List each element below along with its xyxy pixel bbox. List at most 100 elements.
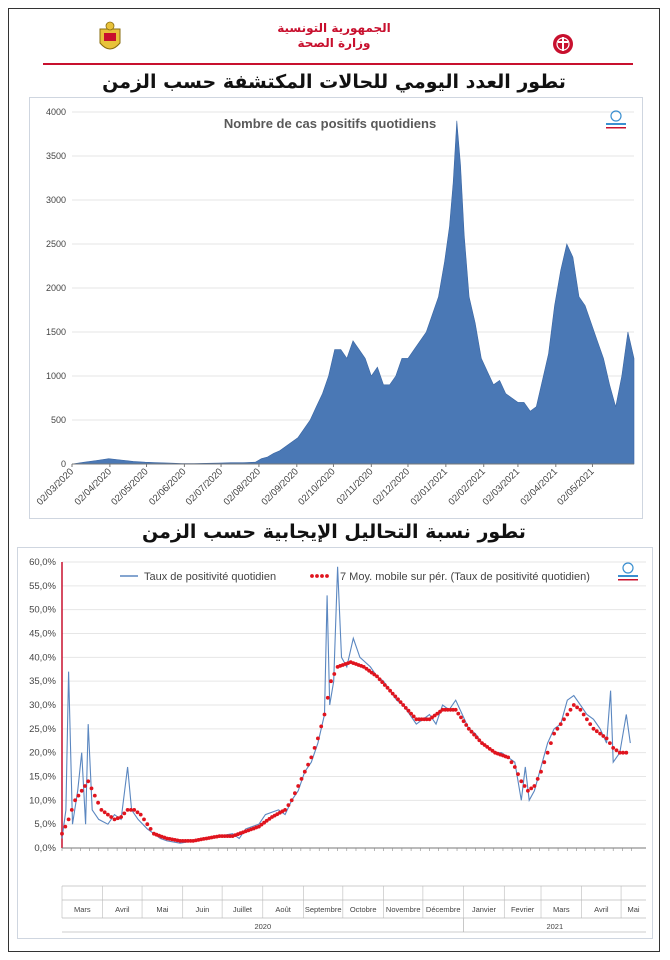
- ma-dot: [575, 705, 579, 710]
- chart1-y-tick: 3500: [46, 151, 66, 161]
- chart2-year-label: 2021: [546, 922, 563, 931]
- ma-dot: [474, 735, 479, 740]
- chart1-y-tick: 1000: [46, 371, 66, 381]
- ma-dot: [414, 717, 419, 722]
- ma-dot: [480, 741, 484, 745]
- ma-dot: [79, 788, 84, 793]
- legend-ma-swatch-dot: [315, 574, 319, 578]
- ma-dot: [422, 717, 427, 722]
- chart2-month-label: Janvier: [472, 905, 497, 914]
- chart2-month-label: Juillet: [233, 905, 253, 914]
- ma-dot: [188, 839, 193, 843]
- ma-dot: [115, 816, 120, 821]
- ma-dot: [581, 712, 586, 717]
- ma-dot: [424, 717, 429, 722]
- chart1-x-tick: 02/10/2020: [296, 466, 337, 507]
- ma-dot: [267, 817, 272, 821]
- chart1-y-tick: 3000: [46, 195, 66, 205]
- chart1-x-tick: 02/06/2020: [147, 466, 188, 507]
- chart2-y-tick: 20,0%: [29, 748, 56, 759]
- ma-dot: [257, 824, 261, 829]
- ma-dot: [461, 719, 466, 724]
- positivity-panel: 0,0% 5,0% 10,0% 15,0% 20,0% 25,0% 30,0% 35,0% 40…: [17, 547, 653, 939]
- ma-dot: [614, 748, 619, 753]
- ma-dot: [565, 712, 570, 717]
- ma-dot: [482, 743, 487, 747]
- ma-dot: [519, 779, 524, 784]
- ma-dot: [367, 668, 371, 673]
- chart2-month-label: Juin: [196, 905, 210, 914]
- chart1-y-tick: 500: [51, 415, 66, 425]
- chart2-month-label: Avril: [115, 905, 130, 914]
- ma-dot: [393, 694, 398, 699]
- ma-dot: [312, 746, 317, 750]
- ma-dot: [361, 665, 366, 669]
- ma-dot: [419, 717, 424, 722]
- chart1-x-tick: 02/07/2020: [184, 466, 225, 507]
- ma-dot: [591, 726, 596, 731]
- chart2-y-tick: 25,0%: [29, 724, 56, 735]
- daily-cases-area: [71, 120, 635, 465]
- ma-dot: [142, 817, 146, 822]
- ma-dot: [512, 765, 517, 769]
- ma-dot: [76, 793, 81, 798]
- ma-dot: [109, 815, 114, 819]
- ma-dot: [222, 834, 227, 838]
- ma-dot: [375, 674, 379, 679]
- chart1-x-tick: 02/04/2020: [73, 466, 114, 507]
- ma-dot: [506, 755, 511, 760]
- chart2-date-axis: Mars Avril Mai Juin Juillet Août Septembre Octo…: [61, 848, 646, 933]
- ma-dot: [585, 717, 589, 722]
- ma-dot: [289, 798, 294, 803]
- legend-ma-swatch-dot: [310, 574, 314, 578]
- ma-dot: [403, 706, 408, 710]
- ma-dot: [466, 726, 471, 731]
- ma-dot: [535, 777, 540, 781]
- ma-dot: [309, 755, 314, 760]
- ma-dot: [385, 685, 390, 690]
- ma-dot: [621, 750, 625, 755]
- chart2-month-label: Décembre: [426, 905, 461, 914]
- ministry-logo-icon: [553, 34, 573, 54]
- ma-dot: [438, 709, 442, 714]
- chart2-month-label: Août: [275, 905, 291, 914]
- chart1-x-tick: 02/05/2021: [555, 466, 596, 507]
- chart2-month-label: Octobre: [350, 905, 377, 914]
- ma-dot: [322, 712, 327, 717]
- chart1-x-tick: 02/08/2020: [222, 466, 263, 507]
- chart1-y-tick: 0: [61, 459, 66, 469]
- ma-dot: [119, 815, 123, 819]
- ma-dot: [445, 707, 450, 712]
- chart2-month-label: Septembre: [305, 905, 342, 914]
- daily-positivity-line: [61, 566, 631, 844]
- ministry-name: وزارة الصحة: [297, 36, 371, 50]
- daily-cases-chart: 0 500 1000 1500 2000 2500 3000 3500 4000 02/03/2…: [35, 107, 635, 508]
- chart1-x-tick: 02/11/2020: [335, 466, 376, 507]
- ma-dot: [296, 784, 301, 788]
- chart2-month-label: Avril: [594, 905, 609, 914]
- ma-dot: [122, 811, 127, 816]
- positivity-chart: 0,0% 5,0% 10,0% 15,0% 20,0% 25,0% 30,0% 35,0% 40…: [29, 557, 646, 933]
- ma-dot: [529, 786, 534, 791]
- ma-dot: [552, 731, 556, 736]
- ma-dot: [604, 736, 609, 741]
- ma-dot: [390, 691, 395, 696]
- ma-dot: [293, 791, 297, 796]
- header-divider: [43, 63, 633, 65]
- chart2-gridlines: [62, 561, 646, 825]
- ma-dot: [83, 784, 87, 788]
- ma-dot: [571, 703, 576, 707]
- chart2-month-label: Mai: [156, 905, 168, 914]
- chart1-x-tick: 02/03/2021: [481, 466, 522, 507]
- ma-dot: [578, 707, 583, 712]
- ma-dot: [377, 677, 382, 682]
- ma-dot: [459, 715, 463, 720]
- ma-dot: [411, 714, 416, 719]
- chart2-y-tick: 15,0%: [29, 772, 56, 783]
- chart1-y-tick: 2500: [46, 239, 66, 249]
- header: الجمهورية التونسية وزارة الصحة: [9, 9, 659, 75]
- ma-dot: [406, 708, 411, 713]
- ma-dot: [132, 808, 137, 812]
- chart2-brand-logo: [618, 562, 638, 581]
- ma-dot: [562, 717, 566, 722]
